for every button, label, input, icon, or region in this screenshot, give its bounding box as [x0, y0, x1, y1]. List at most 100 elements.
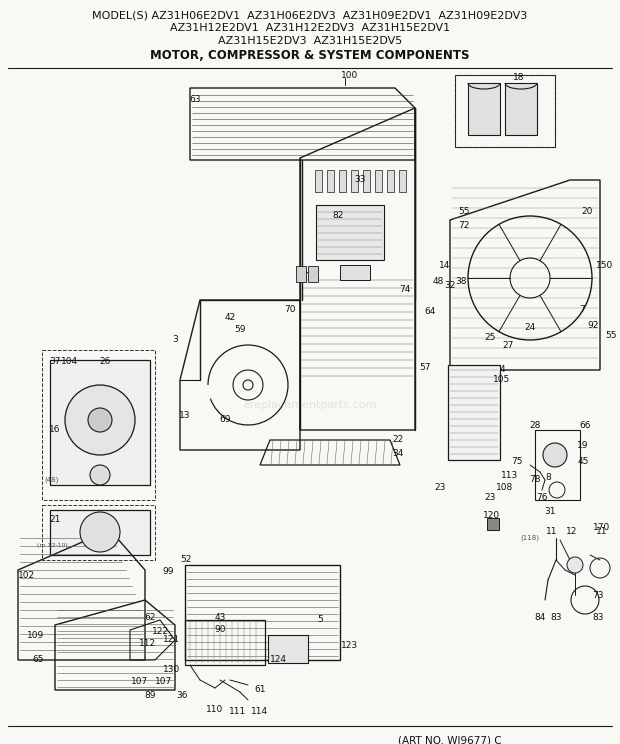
Text: 26: 26: [99, 358, 111, 367]
Text: 170: 170: [593, 524, 611, 533]
Bar: [339, 170, 346, 192]
Bar: [185, 620, 265, 665]
Text: 8: 8: [545, 473, 551, 483]
Text: 34: 34: [392, 449, 404, 458]
Text: 57: 57: [419, 364, 431, 373]
Text: 55: 55: [458, 208, 470, 217]
Text: 150: 150: [596, 260, 614, 269]
Circle shape: [65, 385, 135, 455]
Text: 100: 100: [342, 71, 358, 80]
Bar: [505, 83, 537, 135]
Text: 52: 52: [180, 556, 192, 565]
Text: 42: 42: [224, 313, 236, 322]
Text: 18: 18: [513, 72, 525, 82]
Text: 110: 110: [206, 705, 224, 714]
Text: 122: 122: [151, 627, 169, 637]
Text: 70: 70: [284, 306, 296, 315]
Text: 104: 104: [61, 358, 79, 367]
Bar: [296, 266, 306, 282]
Text: 124: 124: [270, 655, 286, 664]
Text: 43: 43: [215, 614, 226, 623]
Text: AZ31H15E2DV3  AZ31H15E2DV5: AZ31H15E2DV3 AZ31H15E2DV5: [218, 36, 402, 46]
Bar: [535, 430, 580, 500]
Text: 75: 75: [512, 458, 523, 466]
Text: 83: 83: [592, 614, 604, 623]
Text: (48): (48): [45, 477, 59, 484]
Text: 45: 45: [577, 458, 588, 466]
Bar: [351, 170, 358, 192]
Text: 55: 55: [605, 330, 617, 339]
Text: 89: 89: [144, 690, 156, 699]
Text: 111: 111: [229, 708, 247, 716]
Text: 21: 21: [50, 516, 61, 525]
Text: 16: 16: [49, 426, 61, 434]
Bar: [315, 170, 322, 192]
Text: (118): (118): [521, 535, 539, 541]
Text: 31: 31: [544, 507, 556, 516]
Bar: [316, 205, 384, 260]
Text: 12: 12: [566, 527, 578, 536]
Text: 121: 121: [164, 635, 180, 644]
Text: 36: 36: [176, 690, 188, 699]
Text: 19: 19: [577, 440, 589, 449]
Circle shape: [80, 512, 120, 552]
Text: 78: 78: [529, 475, 541, 484]
Text: (ART NO. WJ9677) C: (ART NO. WJ9677) C: [398, 736, 502, 744]
Text: 22: 22: [392, 435, 404, 444]
Text: AZ31H12E2DV1  AZ31H12E2DV3  AZ31H15E2DV1: AZ31H12E2DV1 AZ31H12E2DV3 AZ31H15E2DV1: [170, 23, 450, 33]
Text: 99: 99: [162, 568, 174, 577]
Text: 92: 92: [587, 321, 599, 330]
Text: 13: 13: [179, 411, 191, 420]
Text: 48: 48: [432, 278, 444, 286]
Text: 73: 73: [592, 591, 604, 600]
Bar: [399, 170, 406, 192]
Text: 25: 25: [484, 333, 495, 342]
Bar: [42, 505, 155, 560]
Bar: [42, 350, 155, 500]
Text: 63: 63: [189, 95, 201, 104]
Text: 37: 37: [49, 358, 61, 367]
Bar: [468, 83, 500, 135]
Text: 102: 102: [18, 571, 35, 580]
Text: 74: 74: [399, 286, 410, 295]
Text: ereplacementparts.com: ereplacementparts.com: [243, 400, 377, 410]
Text: (m 12-10): (m 12-10): [37, 542, 68, 548]
Text: 14: 14: [440, 260, 451, 269]
Bar: [308, 266, 318, 282]
Text: 113: 113: [502, 470, 518, 479]
Text: 130: 130: [164, 665, 180, 675]
Text: 69: 69: [219, 415, 231, 425]
Text: 38: 38: [455, 278, 467, 286]
Bar: [487, 518, 499, 530]
Text: 5: 5: [317, 615, 323, 624]
Text: 32: 32: [445, 281, 456, 290]
Bar: [50, 510, 150, 555]
Text: 107: 107: [131, 678, 149, 687]
Text: 7: 7: [579, 306, 585, 315]
Text: 23: 23: [435, 484, 446, 493]
Bar: [340, 265, 370, 280]
Text: 114: 114: [252, 708, 268, 716]
Text: 82: 82: [332, 211, 343, 219]
Text: 84: 84: [534, 614, 546, 623]
Text: 33: 33: [354, 176, 366, 185]
Text: 61: 61: [254, 685, 266, 694]
Text: 76: 76: [536, 493, 547, 502]
Text: 66: 66: [579, 420, 591, 429]
Bar: [375, 170, 382, 192]
Text: 4: 4: [499, 365, 505, 374]
Text: 107: 107: [156, 678, 172, 687]
Bar: [327, 170, 334, 192]
Text: 64: 64: [424, 307, 436, 316]
Text: 72: 72: [458, 220, 470, 229]
Bar: [268, 635, 308, 663]
Circle shape: [88, 408, 112, 432]
Text: 83: 83: [551, 614, 562, 623]
Circle shape: [543, 443, 567, 467]
Text: 65: 65: [32, 655, 44, 664]
Bar: [363, 170, 370, 192]
Bar: [50, 360, 150, 485]
Bar: [185, 565, 340, 660]
Text: 28: 28: [529, 420, 541, 429]
Text: 90: 90: [215, 626, 226, 635]
